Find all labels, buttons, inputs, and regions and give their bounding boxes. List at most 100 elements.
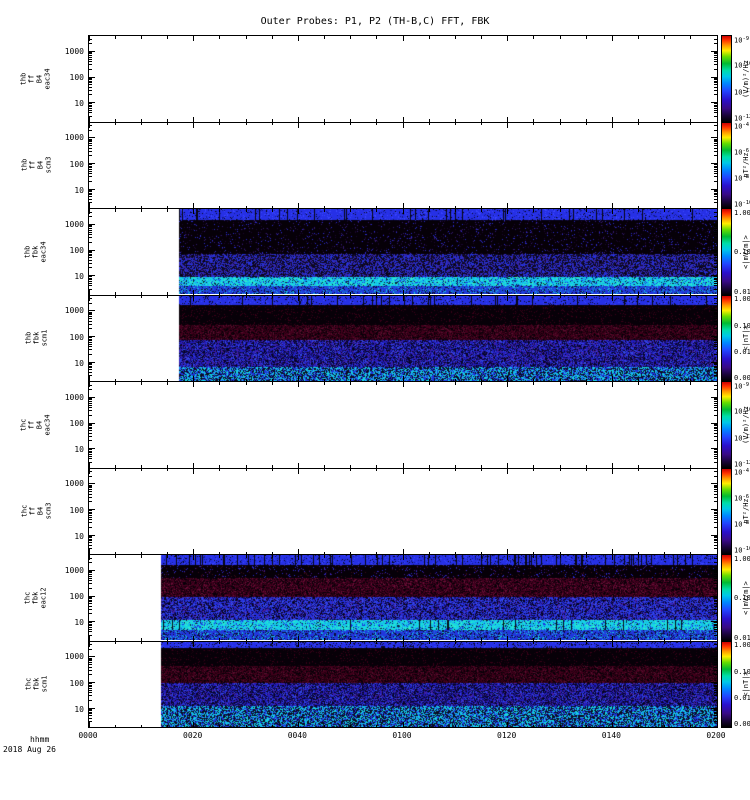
x-tick [219, 638, 221, 641]
x-tick [114, 292, 116, 295]
x-tick [193, 122, 195, 128]
x-tick [376, 209, 378, 212]
colorbar-thc-fbk-scm1 [721, 640, 732, 728]
y-tick [89, 375, 92, 377]
x-tick [559, 465, 561, 468]
x-tick [638, 205, 639, 208]
x-tick [664, 555, 666, 558]
y-tick [714, 557, 717, 559]
y-tick [714, 658, 717, 660]
x-tick [245, 295, 247, 298]
y-tick [89, 493, 92, 495]
y-tick [89, 487, 92, 489]
y-tick [89, 577, 92, 579]
y-tick [89, 115, 92, 117]
y-tick [714, 353, 717, 355]
x-tick [114, 205, 116, 208]
x-tick [245, 638, 247, 641]
y-tick [714, 139, 717, 141]
y-tick [89, 225, 92, 227]
x-tick [193, 722, 195, 727]
colorbar-thc-ff-b4-eac34 [721, 381, 732, 469]
panel-thc-ff-b4-scm3 [88, 467, 718, 555]
x-tick [140, 382, 142, 385]
colorbar-tick-label: 10-9 [734, 381, 750, 391]
x-tick [114, 555, 116, 558]
colorbar-unit-label: <|nT|> [742, 671, 750, 697]
x-tick [533, 36, 535, 39]
y-tick [89, 176, 92, 178]
x-tick [219, 122, 221, 125]
x-tick [533, 638, 535, 641]
y-tick [714, 314, 717, 316]
y-tick [714, 125, 717, 127]
x-tick [350, 551, 352, 554]
x-tick [638, 122, 639, 125]
y-tick [714, 402, 717, 404]
y-tick [714, 79, 717, 81]
y-tick [89, 621, 95, 623]
y-tick-label: 10 [74, 445, 84, 455]
y-tick [89, 452, 92, 454]
x-tick [454, 205, 456, 208]
x-tick [402, 635, 404, 641]
x-tick [271, 36, 273, 39]
x-tick [664, 36, 666, 39]
y-tick [89, 54, 92, 56]
x-tick [193, 641, 195, 647]
x-tick [690, 382, 692, 385]
x-tick [88, 209, 90, 214]
x-tick [271, 555, 273, 558]
y-tick [89, 603, 92, 605]
y-tick [714, 510, 717, 512]
y-tick [714, 526, 717, 528]
y-tick [714, 86, 717, 88]
x-tick [559, 378, 561, 381]
x-tick [193, 116, 195, 122]
y-tick [89, 125, 92, 127]
x-tick [454, 295, 456, 298]
x-tick [428, 292, 430, 295]
y-tick [714, 398, 717, 400]
x-tick [664, 551, 666, 554]
x-tick [297, 203, 299, 208]
x-tick [324, 468, 325, 471]
x-tick [402, 468, 404, 474]
x-tick [585, 209, 587, 212]
x-tick [690, 555, 692, 558]
y-tick [89, 89, 92, 91]
x-tick [350, 292, 352, 295]
y-tick [714, 542, 717, 544]
x-tick [245, 36, 247, 39]
y-tick [714, 514, 717, 516]
x-tick [114, 638, 116, 641]
panel-left-label-thb-fbk-eac34: thb fbk eac34 [14, 208, 58, 296]
x-tick [271, 378, 273, 381]
y-tick [714, 461, 717, 463]
y-tick [89, 721, 92, 723]
y-tick [714, 603, 717, 605]
plot-title: Outer Probes: P1, P2 (TH-B,C) FFT, FBK [260, 16, 490, 27]
x-tick [690, 724, 692, 727]
y-tick [714, 686, 717, 687]
x-tick [638, 638, 639, 641]
y-tick [89, 168, 92, 170]
y-tick [714, 475, 717, 477]
x-tick [114, 724, 116, 727]
panel-left-label-thc-fbk-scm1: thc fbk scm1 [14, 641, 58, 729]
x-tick [88, 203, 90, 208]
panel-left-label-thc-ff-b4-scm3: thc ff B4 scm3 [14, 468, 58, 556]
y-tick [714, 241, 717, 243]
y-tick [711, 509, 717, 511]
x-tick [585, 122, 587, 125]
y-tick [714, 279, 717, 281]
y-tick [89, 365, 92, 367]
x-tick [533, 378, 535, 381]
x-tick [402, 295, 404, 301]
y-tick [89, 510, 92, 512]
y-tick [714, 501, 717, 503]
x-tick [454, 382, 456, 385]
y-tick [714, 349, 717, 351]
y-tick [711, 102, 717, 104]
y-tick [714, 493, 717, 495]
